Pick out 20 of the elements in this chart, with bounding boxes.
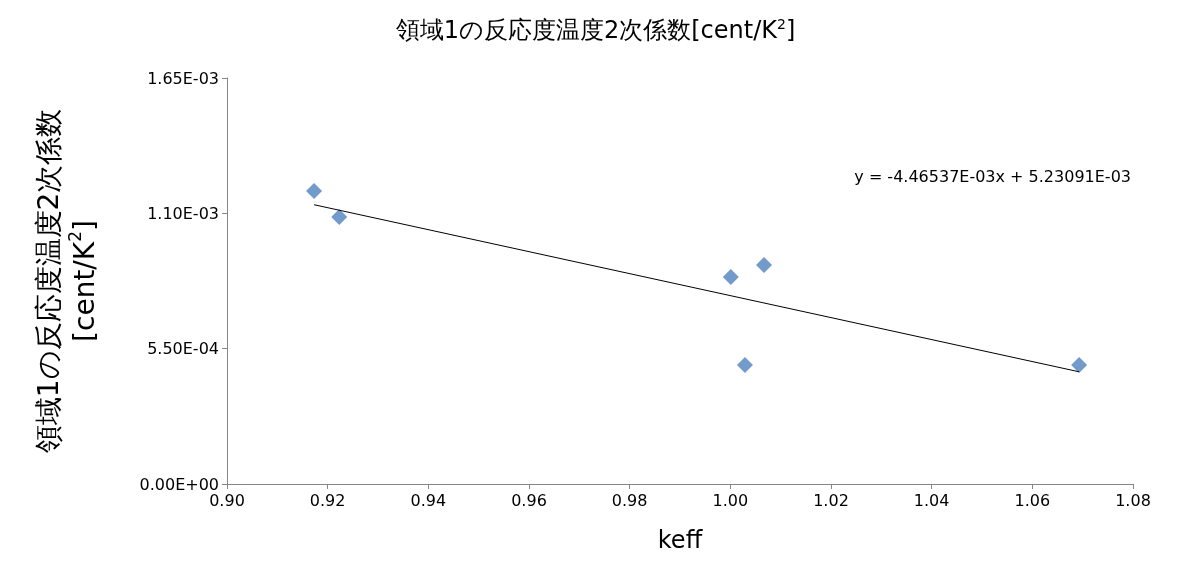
x-tick-label: 1.02 (813, 490, 849, 510)
x-tick-label: 1.08 (1115, 490, 1151, 510)
y-tick-label: 1.65E-03 (147, 68, 219, 88)
y-tick-label: 5.50E-04 (147, 339, 219, 359)
point (722, 269, 739, 286)
point (736, 356, 753, 373)
x-tick-label: 0.92 (309, 490, 346, 510)
x-tick-label: 0.94 (410, 490, 447, 510)
y-tick-label: 1.10E-03 (147, 203, 219, 223)
x-tick-label: 1.00 (712, 490, 749, 510)
x-axis-title: keff (657, 526, 703, 554)
annotation: y = -4.46537E-03x + 5.23091E-03 (854, 166, 1132, 186)
x-tick-label: 1.04 (913, 490, 950, 510)
x-tick-label: 0.98 (611, 490, 648, 510)
x-tick-label: 0.96 (511, 490, 547, 510)
point (331, 209, 348, 226)
point (756, 257, 773, 274)
point (306, 182, 323, 199)
point (1071, 356, 1088, 373)
x-tick-label: 1.06 (1014, 490, 1051, 510)
